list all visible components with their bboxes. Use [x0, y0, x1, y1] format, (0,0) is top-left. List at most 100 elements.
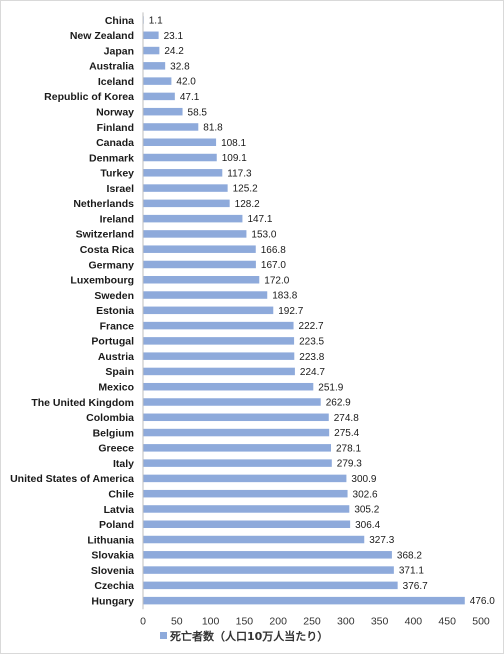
category-label: Belgium [93, 427, 134, 439]
bar-greece [143, 444, 331, 452]
bar-slovenia [143, 566, 394, 574]
x-tick-label: 100 [202, 615, 220, 627]
bar-portugal [143, 337, 295, 345]
x-tick-label: 450 [438, 615, 456, 627]
value-label: 81.8 [203, 123, 223, 134]
bar-united-states-of-america [143, 474, 347, 483]
value-label: 128.2 [235, 199, 260, 210]
x-tick-label: 200 [269, 615, 287, 627]
legend: 死亡者数（人口10万人当たり） [160, 629, 328, 643]
category-label: Japan [104, 45, 134, 57]
category-label: Greece [98, 443, 134, 455]
bar-chile [143, 489, 348, 498]
bar-finland [143, 123, 199, 131]
category-label: Poland [99, 519, 134, 531]
category-label: Israel [107, 183, 135, 195]
value-label: 47.1 [180, 92, 200, 103]
value-label: 306.4 [355, 520, 380, 531]
value-label: 305.2 [354, 505, 379, 516]
category-labels-group: China New Zealand Japan Australia Iceland Rep… [10, 15, 134, 608]
category-label: Turkey [100, 168, 134, 180]
value-label: 153.0 [251, 230, 276, 241]
category-label: Colombia [86, 412, 134, 424]
value-label: 371.1 [399, 566, 424, 577]
bar-denmark [143, 153, 217, 162]
bar-netherlands [143, 199, 230, 208]
category-label: Estonia [96, 305, 134, 317]
category-label: France [100, 320, 135, 332]
bar-australia [143, 62, 166, 70]
value-label: 147.1 [247, 214, 272, 225]
value-label: 166.8 [261, 245, 286, 256]
value-label: 224.7 [300, 367, 325, 378]
category-label: Sweden [94, 290, 134, 302]
category-label: Slovenia [91, 565, 134, 577]
bar-canada [143, 138, 217, 146]
value-label: 223.8 [299, 352, 324, 363]
bar-hungary [143, 596, 465, 605]
x-tick-label: 0 [140, 615, 146, 627]
bar-belgium [143, 428, 330, 437]
x-tick-label: 150 [236, 615, 254, 627]
category-label: Switzerland [76, 229, 134, 241]
value-label: 327.3 [369, 535, 394, 546]
bar-czechia [143, 581, 398, 590]
category-label: Spain [105, 366, 134, 378]
category-label: Slovakia [91, 550, 134, 562]
value-label: 476.0 [470, 596, 495, 607]
value-label: 274.8 [334, 413, 359, 424]
value-label: 275.4 [334, 428, 359, 439]
category-label: Germany [88, 259, 134, 271]
bar-norway [143, 107, 183, 116]
bar-israel [143, 184, 228, 192]
value-label: 251.9 [318, 382, 343, 393]
value-label: 125.2 [233, 184, 258, 195]
category-label: Ireland [100, 213, 134, 225]
value-label: 167.0 [261, 260, 286, 271]
category-label: New Zealand [70, 30, 134, 42]
bar-switzerland [143, 230, 247, 238]
category-label: Lithuania [87, 534, 134, 546]
bar-spain [143, 367, 295, 376]
value-label: 117.3 [227, 168, 252, 179]
category-label: Netherlands [73, 198, 134, 210]
bar-turkey [143, 169, 223, 177]
bar-mexico [143, 382, 314, 391]
bar-germany [143, 260, 256, 269]
category-label: Latvia [104, 504, 135, 516]
value-label: 183.8 [272, 291, 297, 302]
bar-japan [143, 46, 160, 55]
value-label: 23.1 [164, 31, 184, 42]
value-label: 223.5 [299, 336, 324, 347]
value-label: 279.3 [337, 459, 362, 470]
bar-poland [143, 520, 351, 528]
legend-swatch [160, 632, 167, 639]
bar-new-zealand [143, 31, 159, 40]
bar-lithuania [143, 535, 365, 544]
bar-austria [143, 352, 295, 360]
category-label: Finland [97, 122, 134, 134]
legend-label: 死亡者数（人口10万人当たり） [170, 629, 328, 643]
category-label: Canada [96, 137, 134, 149]
value-label: 32.8 [170, 61, 190, 72]
bars-group [143, 16, 465, 605]
bar-sweden [143, 291, 268, 299]
bar-france [143, 321, 294, 330]
value-label: 172.0 [264, 275, 289, 286]
category-label: Mexico [98, 382, 134, 394]
value-label: 302.6 [353, 489, 378, 500]
category-label: Republic of Korea [44, 91, 134, 103]
bar-republic-of-korea [143, 92, 175, 101]
x-tick-label: 250 [303, 615, 321, 627]
category-label: The United Kingdom [31, 397, 134, 409]
category-label: China [105, 15, 134, 27]
category-label: Austria [98, 351, 134, 363]
category-label: Denmark [89, 152, 134, 164]
value-label: 300.9 [351, 474, 376, 485]
value-label: 376.7 [403, 581, 428, 592]
bar-the-united-kingdom [143, 398, 321, 406]
category-label: Hungary [91, 595, 134, 607]
value-labels-group: 1.123.1 24.2 32.8 42.0 47.1 58.5 81.8 108.1 109.… [149, 16, 495, 608]
x-tick-label: 350 [371, 615, 389, 627]
